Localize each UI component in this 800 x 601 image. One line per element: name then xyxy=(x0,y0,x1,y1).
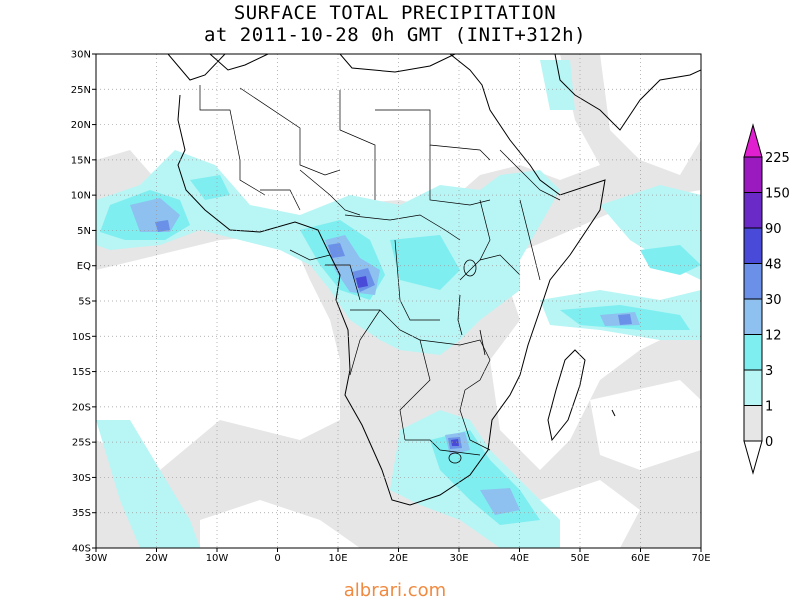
lat-label: EQ xyxy=(77,261,91,272)
lat-label: 20S xyxy=(72,402,91,413)
map-grid xyxy=(96,54,701,548)
lat-label: 10N xyxy=(71,191,91,202)
lon-label: 10E xyxy=(328,553,347,564)
lat-label: 10S xyxy=(72,332,91,343)
lon-label: 0 xyxy=(274,553,280,564)
lat-label: 35S xyxy=(72,508,91,519)
colorbar-label: 225 xyxy=(765,151,790,166)
colorbar-swatch xyxy=(743,405,763,442)
lat-label: 20N xyxy=(71,120,91,131)
lat-label: 30N xyxy=(71,50,91,61)
coastlines xyxy=(167,54,701,506)
lon-label: 60E xyxy=(631,553,650,564)
colorbar-label: 150 xyxy=(765,187,790,202)
map-title: SURFACE TOTAL PRECIPITATION xyxy=(233,2,557,24)
colorbar-label: 0 xyxy=(765,435,773,450)
colorbar-swatch xyxy=(743,334,763,371)
lat-label: 25S xyxy=(72,438,91,449)
colorbar-min-triangle xyxy=(743,440,763,475)
colorbar-max-triangle xyxy=(743,123,763,158)
colorbar-swatch xyxy=(743,298,763,335)
colorbar-swatch xyxy=(743,369,763,406)
lat-label: 5N xyxy=(77,226,91,237)
colorbar-label: 12 xyxy=(765,329,782,344)
lon-label: 20W xyxy=(145,553,168,564)
precip-level-48-90 xyxy=(356,276,459,446)
lon-label: 50E xyxy=(570,553,589,564)
longitude-labels: 30W 20W 10W 0 10E 20E 30E 40E 50E 60E 70E xyxy=(85,548,711,564)
lat-label: 5S xyxy=(78,297,91,308)
colorbar-swatch xyxy=(743,227,763,264)
lon-label: 20E xyxy=(389,553,408,564)
lon-label: 30W xyxy=(85,553,108,564)
lon-label: 70E xyxy=(691,553,710,564)
country-borders xyxy=(199,85,561,456)
lat-label: 25N xyxy=(71,85,91,96)
lon-label: 30E xyxy=(449,553,468,564)
colorbar-label: 30 xyxy=(765,293,782,308)
latitude-labels: 30N 25N 20N 15N 10N 5N EQ 5S 10S 15S 20S 25S 30S 35S 4… xyxy=(71,50,96,555)
colorbar-swatch xyxy=(743,156,763,193)
colorbar-label: 48 xyxy=(765,258,782,273)
lat-label: 40S xyxy=(72,544,91,555)
colorbar-swatch xyxy=(743,192,763,229)
colorbar: 225 150 90 48 30 12 3 1 0 xyxy=(743,123,790,475)
colorbar-label: 1 xyxy=(765,400,773,415)
colorbar-label: 3 xyxy=(765,364,773,379)
colorbar-swatch xyxy=(743,263,763,300)
colorbar-label: 90 xyxy=(765,222,782,237)
lat-label: 15N xyxy=(71,155,91,166)
map-subtitle: at 2011-10-28 0h GMT (INIT+312h) xyxy=(203,24,587,46)
watermark: albrari.com xyxy=(343,580,447,601)
inland-water xyxy=(448,259,486,464)
lat-label: 15S xyxy=(72,367,91,378)
lat-label: 30S xyxy=(72,473,91,484)
lon-label: 40E xyxy=(510,553,529,564)
lon-label: 10W xyxy=(206,553,229,564)
